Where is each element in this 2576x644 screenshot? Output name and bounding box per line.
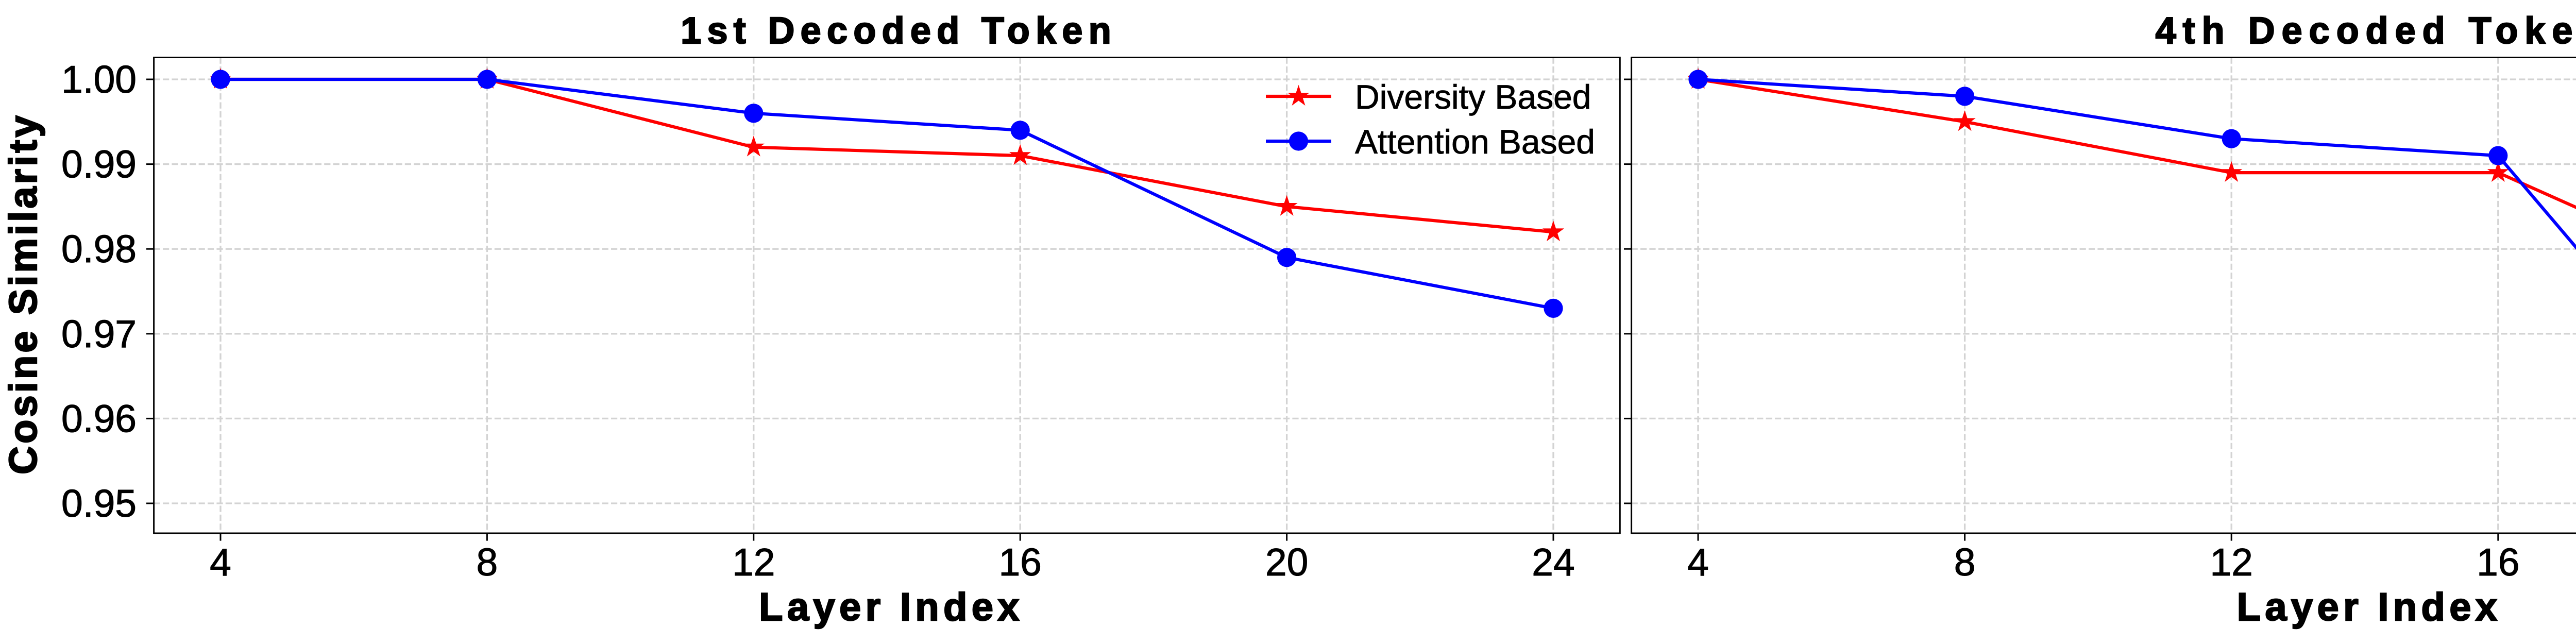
svg-text:16: 16 (2477, 540, 2519, 584)
svg-text:0.99: 0.99 (61, 143, 137, 186)
svg-text:8: 8 (1954, 540, 1976, 584)
svg-text:0.96: 0.96 (61, 397, 137, 440)
svg-text:0.97: 0.97 (61, 312, 137, 355)
svg-text:Layer Index: Layer Index (2237, 585, 2502, 629)
svg-text:12: 12 (2210, 540, 2252, 584)
svg-text:1.00: 1.00 (61, 58, 137, 101)
svg-text:4: 4 (210, 540, 231, 584)
svg-text:Cosine Similarity: Cosine Similarity (2, 113, 45, 474)
svg-text:Attention Based: Attention Based (1355, 123, 1595, 161)
svg-text:1st Decoded Token: 1st Decoded Token (681, 10, 1117, 52)
svg-text:12: 12 (732, 540, 775, 584)
svg-text:0.98: 0.98 (61, 227, 137, 270)
svg-text:Layer Index: Layer Index (759, 585, 1024, 629)
svg-text:4th Decoded Token: 4th Decoded Token (2156, 10, 2576, 52)
svg-text:0.95: 0.95 (61, 482, 137, 525)
svg-text:Diversity Based: Diversity Based (1355, 78, 1591, 116)
svg-text:16: 16 (998, 540, 1041, 584)
svg-text:24: 24 (1532, 540, 1574, 584)
svg-text:20: 20 (1265, 540, 1308, 584)
svg-text:8: 8 (477, 540, 498, 584)
svg-text:4: 4 (1687, 540, 1709, 584)
